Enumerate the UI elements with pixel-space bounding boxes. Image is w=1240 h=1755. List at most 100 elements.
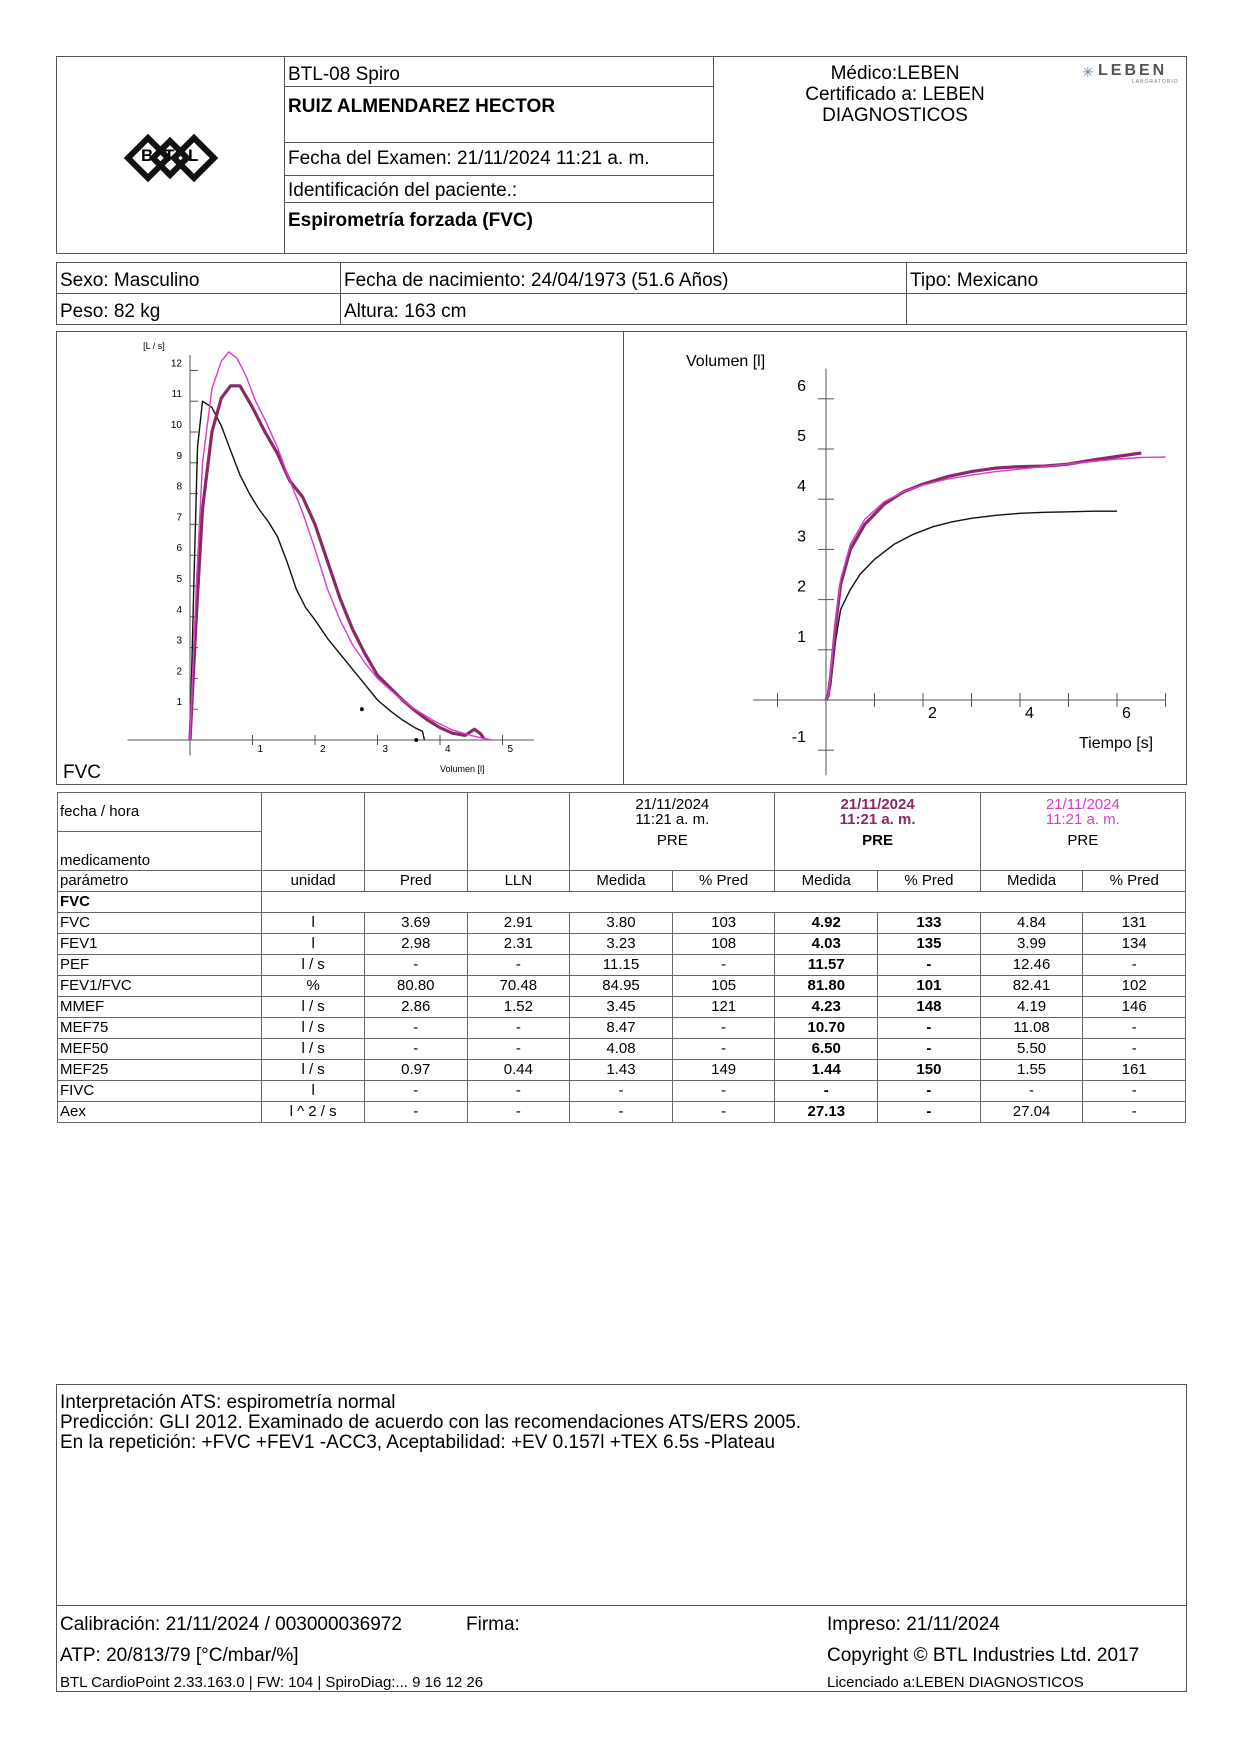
leben-logo-icon: ✳: [1082, 64, 1094, 80]
interpretation-line-3: En la repetición: +FVC +FEV1 -ACC3, Acep…: [60, 1432, 776, 1453]
cell-t1-pct: 105: [671, 975, 776, 997]
col-t2-measured: Medida: [774, 870, 879, 892]
table-row: Aex l ^ 2 / s - - - -27.13-27.04-: [56, 1101, 1186, 1123]
cell-t2-pct: 135: [877, 933, 981, 955]
y-tick-label: 5: [797, 428, 806, 445]
cell-pred: -: [363, 954, 468, 976]
cell-param: FEV1: [56, 933, 263, 955]
table-row: FEV1/FVC% 80.80 70.48 84.95 105 81.80 101 82.41…: [56, 975, 1186, 997]
cell-t3-pct: 131: [1082, 912, 1186, 934]
cell-t1-measured: 4.08: [569, 1038, 673, 1060]
cell-t2-measured: 11.57: [774, 954, 879, 976]
table-row: MEF25 l / s 0.97 0.44 1.43 149 1.44 150 1.55 161: [56, 1059, 1186, 1081]
signature-label: Firma:: [466, 1614, 520, 1635]
license-info: Licenciado a:LEBEN DIAGNOSTICOS: [827, 1674, 1084, 1691]
cell-t2-pct: -: [877, 1080, 981, 1102]
interpretation-line-2: Predicción: GLI 2012. Examinado de acuer…: [60, 1412, 802, 1433]
cell-t2-measured: 10.70: [774, 1017, 879, 1039]
cell-lln: -: [466, 1101, 571, 1123]
trial-2-time: 11:21 a. m.: [839, 811, 916, 828]
cell-t2-measured: 27.13: [774, 1101, 879, 1123]
cell-t3-measured: 4.84: [979, 912, 1084, 934]
cell-t2-pct: 150: [877, 1059, 981, 1081]
x-tick-label: 3: [383, 744, 389, 755]
cell-t2-measured: 1.44: [774, 1059, 879, 1081]
cell-t1-pct: -: [671, 1017, 776, 1039]
cell-t1-measured: 3.23: [569, 933, 673, 955]
charts-box: [56, 331, 1187, 785]
patient-sex: Sexo: Masculino: [60, 270, 200, 291]
cell-t2-pct: -: [877, 954, 981, 976]
exam-date: Fecha del Examen: 21/11/2024 11:21 a. m.: [288, 148, 650, 169]
x-axis-label: Volumen [l]: [440, 764, 485, 774]
trial-3-date: 21/11/2024: [1045, 796, 1120, 813]
cell-t1-pct: -: [671, 1038, 776, 1060]
patient-id: Identificación del paciente.:: [288, 180, 518, 201]
cell-t3-measured: 5.50: [979, 1038, 1084, 1060]
x-tick-label: 6: [1122, 705, 1131, 722]
cell-lln: -: [466, 1017, 571, 1039]
cell-t2-measured: -: [774, 1080, 879, 1102]
atp-info: ATP: 20/813/79 [°C/mbar/%]: [60, 1645, 299, 1666]
col-param: parámetro: [56, 870, 263, 892]
cell-unit: l / s: [261, 954, 365, 976]
cell-t1-pct: 108: [671, 933, 776, 955]
series-line-3: [825, 456, 1166, 701]
trial-1-med: PRE: [656, 832, 688, 849]
table-row: MEF50 l / s - -4.08-6.50-5.50-: [56, 1038, 1186, 1060]
cell-unit: l: [261, 1080, 365, 1102]
patient-height: Altura: 163 cm: [344, 301, 467, 322]
cell-t3-measured: 82.41: [979, 975, 1084, 997]
cell-t1-measured: 84.95: [569, 975, 673, 997]
y-tick-label: 9: [176, 451, 182, 462]
interpretation-line-1: Interpretación ATS: espirometría normal: [60, 1392, 396, 1413]
doctor-line-3: DIAGNOSTICOS: [822, 105, 968, 126]
cell-unit: %: [261, 975, 365, 997]
table-row: MEF75 l / s - -8.47-10.70-11.08-: [56, 1017, 1186, 1039]
cell-t3-pct: 146: [1082, 996, 1186, 1018]
cell-pred: 80.80: [363, 975, 468, 997]
cell-unit: l: [261, 912, 365, 934]
cell-t1-measured: -: [569, 1080, 673, 1102]
cell-t1-measured: 8.47: [569, 1017, 673, 1039]
cell-unit: l / s: [261, 996, 365, 1018]
x-tick-label: 1: [258, 744, 264, 755]
cell-t3-pct: -: [1082, 1101, 1186, 1123]
cell-param: MEF50: [56, 1038, 263, 1060]
y-tick-label: 6: [176, 543, 182, 554]
cell-param: Aex: [56, 1101, 263, 1123]
patient-dob: Fecha de nacimiento: 24/04/1973 (51.6 Añ…: [344, 270, 729, 291]
cell-param: MEF75: [56, 1017, 263, 1039]
series-line-2: [188, 384, 486, 741]
cell-pred: -: [363, 1017, 468, 1039]
cell-t3-pct: -: [1082, 1080, 1186, 1102]
patient-type: Tipo: Mexicano: [910, 270, 1039, 291]
cell-pred: 2.98: [363, 933, 468, 955]
cell-t2-measured: 6.50: [774, 1038, 879, 1060]
col-t1-pct: % Pred: [671, 870, 776, 892]
cell-lln: -: [466, 1080, 571, 1102]
doctor-line-1: Médico:LEBEN: [830, 63, 960, 84]
col-t1-measured: Medida: [569, 870, 673, 892]
cell-lln: -: [466, 954, 571, 976]
cell-pred: -: [363, 1080, 468, 1102]
x-tick-label: 4: [1025, 705, 1034, 722]
cell-t2-pct: 148: [877, 996, 981, 1018]
copyright: Copyright © BTL Industries Ltd. 2017: [827, 1645, 1140, 1666]
y-tick-label: 2: [797, 579, 806, 596]
trial-2-med: PRE: [862, 832, 893, 849]
cell-t3-measured: 3.99: [979, 933, 1084, 955]
marker-dot: [359, 707, 364, 712]
series-line-1: [825, 510, 1117, 701]
results-table: fecha / hora 21/11/2024 11:21 a. m. PRE …: [56, 792, 1187, 1123]
table-row: FEV1 l 2.98 2.31 3.23 108 4.03 135 3.99 134: [56, 933, 1186, 955]
cell-t3-pct: 102: [1082, 975, 1186, 997]
cell-t1-pct: 121: [671, 996, 776, 1018]
cell-t2-pct: -: [877, 1017, 981, 1039]
logo-letter-b: B: [141, 146, 154, 165]
cell-pred: -: [363, 1038, 468, 1060]
col-t3-measured: Medida: [979, 870, 1084, 892]
cell-param: PEF: [56, 954, 263, 976]
flow-chart-title: FVC: [63, 762, 101, 783]
trial-3-time: 11:21 a. m.: [1045, 811, 1120, 828]
